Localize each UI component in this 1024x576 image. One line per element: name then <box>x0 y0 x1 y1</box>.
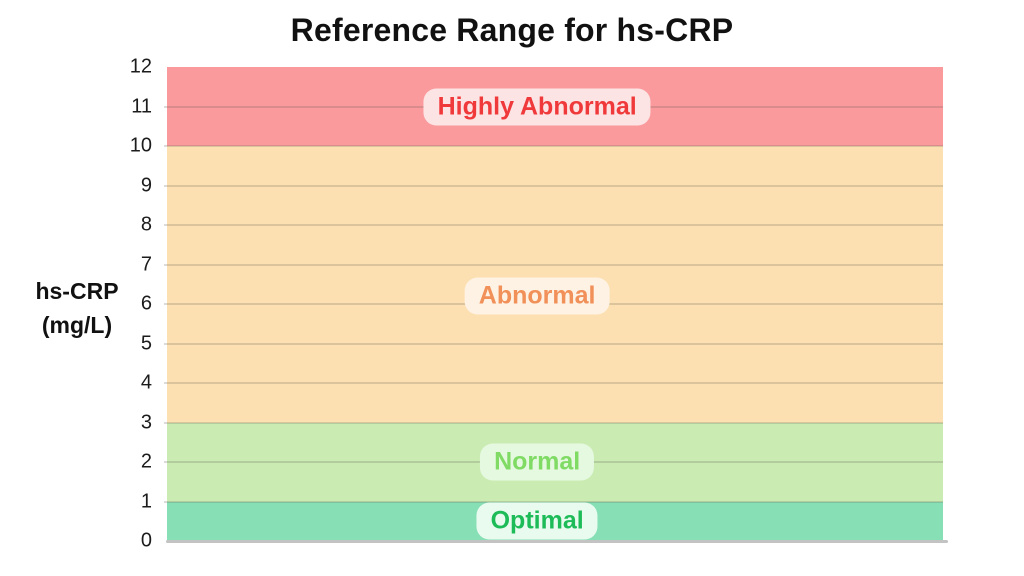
y-tick-5: 5 <box>140 332 152 354</box>
y-tick-4: 4 <box>140 371 152 394</box>
y-tick-0: 0 <box>140 529 152 552</box>
band-label-highly-abnormal: Highly Abnormal <box>423 88 651 125</box>
gridline-3 <box>164 421 943 424</box>
y-axis-label: hs-CRP (mg/L) <box>18 274 136 342</box>
gridline-10 <box>164 145 943 147</box>
gridline-8 <box>164 224 943 226</box>
y-tick-10: 10 <box>129 134 152 157</box>
gridline-5 <box>164 342 943 345</box>
band-label-optimal: Optimal <box>476 502 598 540</box>
chart-title: Reference Range for hs-CRP <box>290 12 734 48</box>
band-label-normal: Normal <box>480 443 595 481</box>
gridline-1 <box>164 500 943 503</box>
y-tick-6: 6 <box>140 292 152 315</box>
y-axis-label-line1: hs-CRP <box>35 278 119 304</box>
y-tick-7: 7 <box>140 253 152 275</box>
y-tick-9: 9 <box>140 174 152 196</box>
y-tick-1: 1 <box>140 490 152 512</box>
gridline-4 <box>164 382 943 384</box>
plot-area: Highly Abnormal Abnormal Normal Optimal <box>164 67 943 541</box>
gridline-7 <box>164 263 943 266</box>
y-tick-8: 8 <box>140 213 152 236</box>
gridline-9 <box>164 184 943 187</box>
y-axis-label-line2: (mg/L) <box>41 312 113 338</box>
y-tick-3: 3 <box>140 411 152 433</box>
y-tick-11: 11 <box>131 95 152 117</box>
band-label-abnormal: Abnormal <box>464 277 610 315</box>
y-tick-2: 2 <box>140 450 152 473</box>
y-tick-12: 12 <box>129 55 152 78</box>
x-axis-line <box>166 540 948 543</box>
